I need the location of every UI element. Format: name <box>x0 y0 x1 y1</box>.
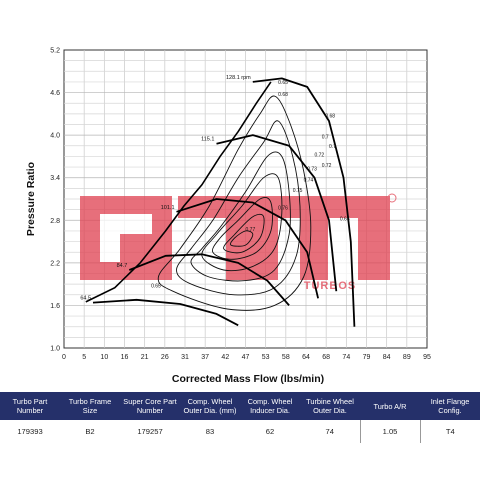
x-tick-label: 31 <box>181 354 189 361</box>
logo-block-t-stem <box>226 218 278 280</box>
x-tick-label: 53 <box>262 354 270 361</box>
header-turbo-part-number: Turbo Part Number <box>12 397 48 415</box>
x-tick-label: 47 <box>242 354 250 361</box>
x-tick-label: 58 <box>282 354 290 361</box>
x-tick-label: 79 <box>363 354 371 361</box>
logo-block-g <box>80 196 172 280</box>
logo-block-x-cut <box>328 218 358 280</box>
logo-block-g-cut <box>100 234 120 262</box>
efficiency-label: 0.72 <box>314 152 324 158</box>
efficiency-label: 0.75 <box>293 188 303 194</box>
efficiency-label: 0.77 <box>246 227 256 233</box>
header-comp-wheel-outer-dia: Comp. Wheel Outer Dia. (mm) <box>183 397 237 415</box>
y-axis-title: Pressure Ratio <box>25 162 37 236</box>
value-turbo-part-number: 179393 <box>17 427 43 436</box>
value-inlet-flange-config: T4 <box>419 420 480 443</box>
turbo-spec-table: Turbo Part Number Turbo Frame Size Super… <box>0 392 480 443</box>
brand-watermark: TURBOS <box>80 193 397 292</box>
registered-mark-icon <box>387 193 397 203</box>
value-turbo-ar: 1.05 <box>359 420 420 443</box>
value-frame-size: B2 <box>85 427 95 436</box>
x-tick-label: 42 <box>221 354 229 361</box>
y-tick-label: 3.4 <box>50 175 60 182</box>
speed-line-label: 101.1 <box>161 205 175 211</box>
x-tick-label: 68 <box>322 354 330 361</box>
speed-line <box>252 77 356 327</box>
spec-value-row: 179393 B2 179257 83 62 74 1.05 T4 <box>0 420 480 443</box>
efficiency-island <box>157 95 312 311</box>
x-tick-labels: 0 5 10 16 21 26 31 37 42 47 53 58 64 68 74 79 84 89 95 <box>62 354 431 361</box>
efficiency-islands <box>157 95 312 311</box>
header-comp-wheel-inducer-dia: Comp. Wheel Inducer Dia. <box>247 397 293 415</box>
header-inlet-flange-config: Inlet Flange Config. <box>430 397 470 415</box>
y-tick-label: 2.8 <box>50 218 60 225</box>
x-tick-label: 21 <box>141 354 149 361</box>
value-comp-wheel-outer-dia: 83 <box>205 427 215 436</box>
y-tick-label: 2.2 <box>50 260 60 267</box>
surge-line <box>85 81 272 303</box>
x-tick-label: 95 <box>423 354 431 361</box>
speed-lines <box>92 77 356 327</box>
value-turbine-wheel-outer-dia: 74 <box>325 427 334 436</box>
logo-block-g-cut <box>100 214 152 234</box>
efficiency-label: 0.73 <box>307 167 317 173</box>
value-comp-wheel-inducer-dia: 62 <box>265 427 275 436</box>
speed-line <box>92 298 239 327</box>
efficiency-label: 0.65 <box>151 284 161 290</box>
efficiency-label: 0.74 <box>304 177 314 183</box>
efficiency-label: 0.68 <box>278 92 288 98</box>
logo-subtext: TURBOS <box>304 280 356 292</box>
x-tick-label: 26 <box>161 354 169 361</box>
speed-line <box>176 198 319 299</box>
efficiency-label: 0.68 <box>325 113 335 119</box>
header-turbo-ar: Turbo A/R <box>373 401 407 411</box>
speed-line-label: 128.1 rpm <box>226 75 251 81</box>
x-tick-label: 84 <box>383 354 391 361</box>
surge-line-path <box>85 81 272 303</box>
speed-line <box>128 253 290 306</box>
x-axis-title: Corrected Mass Flow (lbs/min) <box>172 373 324 385</box>
y-tick-label: 5.2 <box>50 48 60 55</box>
y-tick-label: 1.6 <box>50 303 60 310</box>
efficiency-island <box>201 173 283 272</box>
efficiency-island <box>230 230 254 247</box>
x-tick-label: 89 <box>403 354 411 361</box>
header-turbine-wheel-outer-dia: Turbine Wheel Outer Dia. <box>306 397 354 415</box>
efficiency-label: 0.65 <box>340 216 350 222</box>
speed-line <box>216 134 338 292</box>
y-tick-label: 4.6 <box>50 90 60 97</box>
spec-header-row: Turbo Part Number Turbo Frame Size Super… <box>0 392 480 420</box>
speed-line-label: 115.1 <box>201 137 214 143</box>
x-tick-label: 16 <box>121 354 129 361</box>
value-super-core-part-number: 179257 <box>137 427 163 436</box>
efficiency-label: 0.72 <box>322 163 332 169</box>
speed-line-label: 64.5 <box>80 296 91 302</box>
efficiency-island <box>211 196 273 260</box>
y-tick-labels: 1.0 1.6 2.2 2.8 3.4 4.0 4.6 5.2 <box>50 48 60 353</box>
efficiency-label: 0.7 <box>322 135 329 141</box>
header-frame-size: Turbo Frame Size <box>68 397 112 415</box>
compressor-map-chart: TURBOS 0 5 10 16 21 26 31 37 42 47 53 58 64 68 74 79 84 8… <box>25 48 431 386</box>
efficiency-label: 0.76 <box>278 206 288 212</box>
efficiency-label: 0.7 <box>329 144 336 150</box>
x-tick-label: 64 <box>302 354 310 361</box>
efficiency-island <box>223 213 265 254</box>
y-tick-label: 1.0 <box>50 346 60 353</box>
chart-svg: TURBOS 0 5 10 16 21 26 31 37 42 47 53 58 64 68 74 79 84 8… <box>25 48 431 386</box>
x-tick-label: 10 <box>100 354 108 361</box>
x-tick-label: 74 <box>342 354 350 361</box>
x-tick-label: 0 <box>62 354 66 361</box>
efficiency-island <box>190 151 291 282</box>
speed-line-label: 84.7 <box>117 263 128 269</box>
header-super-core-part-number: Super Core Part Number <box>123 397 177 415</box>
efficiency-island <box>176 120 301 296</box>
efficiency-label: 0.65 <box>278 80 288 86</box>
x-tick-label: 37 <box>201 354 209 361</box>
y-tick-label: 4.0 <box>50 133 60 140</box>
x-tick-label: 5 <box>82 354 86 361</box>
